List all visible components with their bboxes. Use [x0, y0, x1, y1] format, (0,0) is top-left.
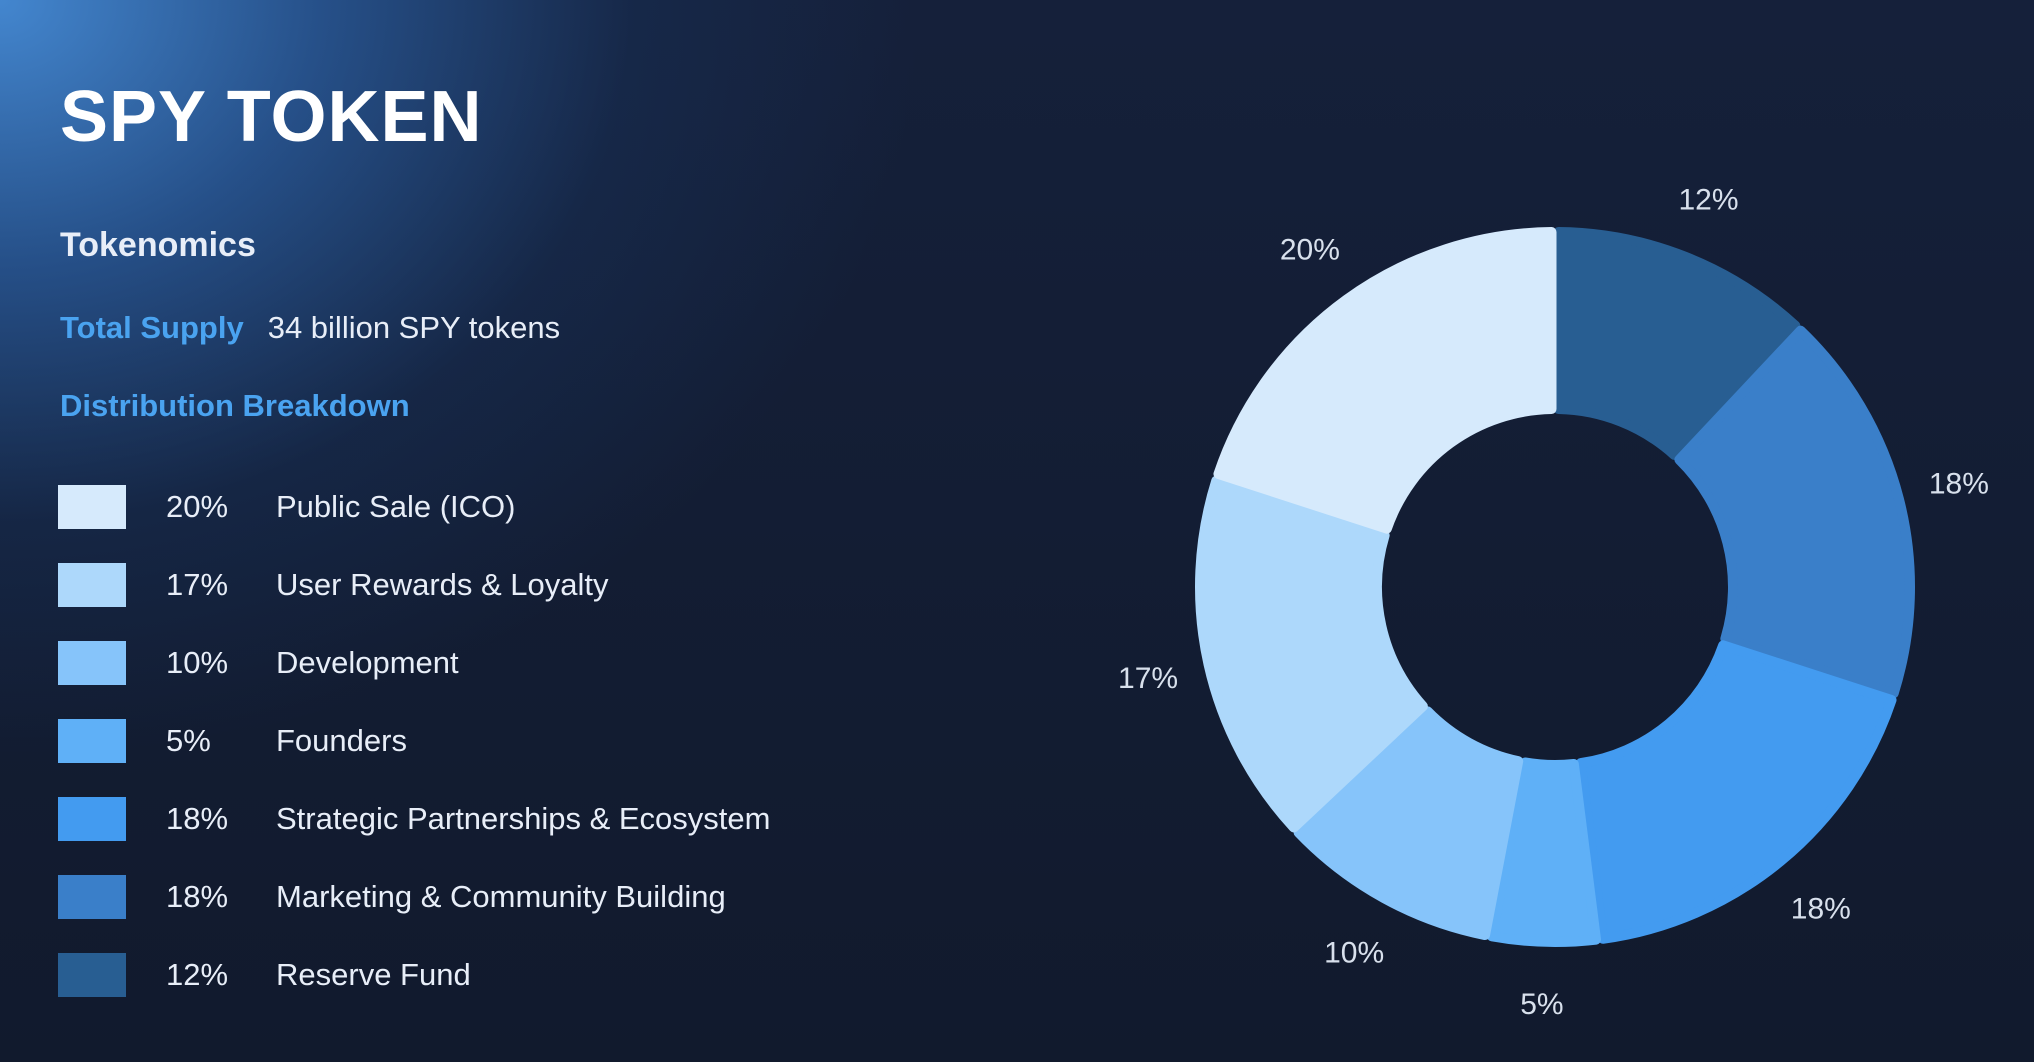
legend-percent: 12% [166, 957, 229, 992]
legend-swatch [58, 953, 126, 997]
legend-item: 20% Public Sale (ICO) [58, 484, 515, 530]
donut-slice [1486, 757, 1602, 947]
legend-swatch [58, 563, 126, 607]
legend-percent: 10% [166, 645, 229, 680]
slice-label: 20% [1280, 234, 1340, 267]
legend-item: 10% Development [58, 640, 459, 686]
section-subtitle: Tokenomics [60, 226, 256, 264]
donut-slice [1553, 227, 1801, 460]
legend-item: 18% Marketing & Community Building [58, 874, 726, 920]
legend-item: 12% Reserve Fund [58, 952, 471, 998]
donut-slice [1293, 706, 1524, 941]
legend-label: Development [276, 645, 459, 680]
legend-label: Public Sale (ICO) [276, 489, 516, 524]
legend-item: 17% User Rewards & Loyalty [58, 562, 609, 608]
legend-percent: 18% [166, 879, 229, 914]
donut-slice [1575, 640, 1897, 944]
page-title: SPY TOKEN [60, 77, 483, 157]
total-supply-value: 34 billion SPY tokens [267, 310, 561, 345]
total-supply-label: Total Supply [60, 310, 244, 345]
slice-label: 12% [1678, 183, 1738, 216]
donut-slice [1674, 325, 1915, 699]
legend-swatch [58, 719, 126, 763]
legend-label: Marketing & Community Building [276, 879, 726, 914]
legend-item: 18% Strategic Partnerships & Ecosystem [58, 796, 770, 842]
legend-label: User Rewards & Loyalty [276, 567, 609, 602]
slice-label: 18% [1929, 467, 1989, 500]
distribution-breakdown-heading: Distribution Breakdown [60, 388, 410, 423]
donut-slice [1195, 475, 1428, 833]
legend-item: 5% Founders [58, 718, 407, 764]
donut-slice [1213, 227, 1557, 534]
legend-percent: 17% [166, 567, 229, 602]
legend-label: Founders [276, 723, 407, 758]
slice-label: 17% [1118, 662, 1178, 695]
legend-percent: 18% [166, 801, 229, 836]
slice-label: 18% [1791, 892, 1851, 925]
legend-label: Strategic Partnerships & Ecosystem [276, 801, 771, 836]
legend-percent: 20% [166, 489, 229, 524]
legend-label: Reserve Fund [276, 957, 471, 992]
legend-swatch [58, 797, 126, 841]
slice-label: 5% [1520, 988, 1563, 1021]
legend-percent: 5% [166, 723, 211, 758]
legend-swatch [58, 485, 126, 529]
slice-label: 10% [1324, 936, 1384, 969]
total-supply: Total Supply 34 billion SPY tokens [60, 310, 560, 346]
legend-swatch [58, 641, 126, 685]
legend-swatch [58, 875, 126, 919]
